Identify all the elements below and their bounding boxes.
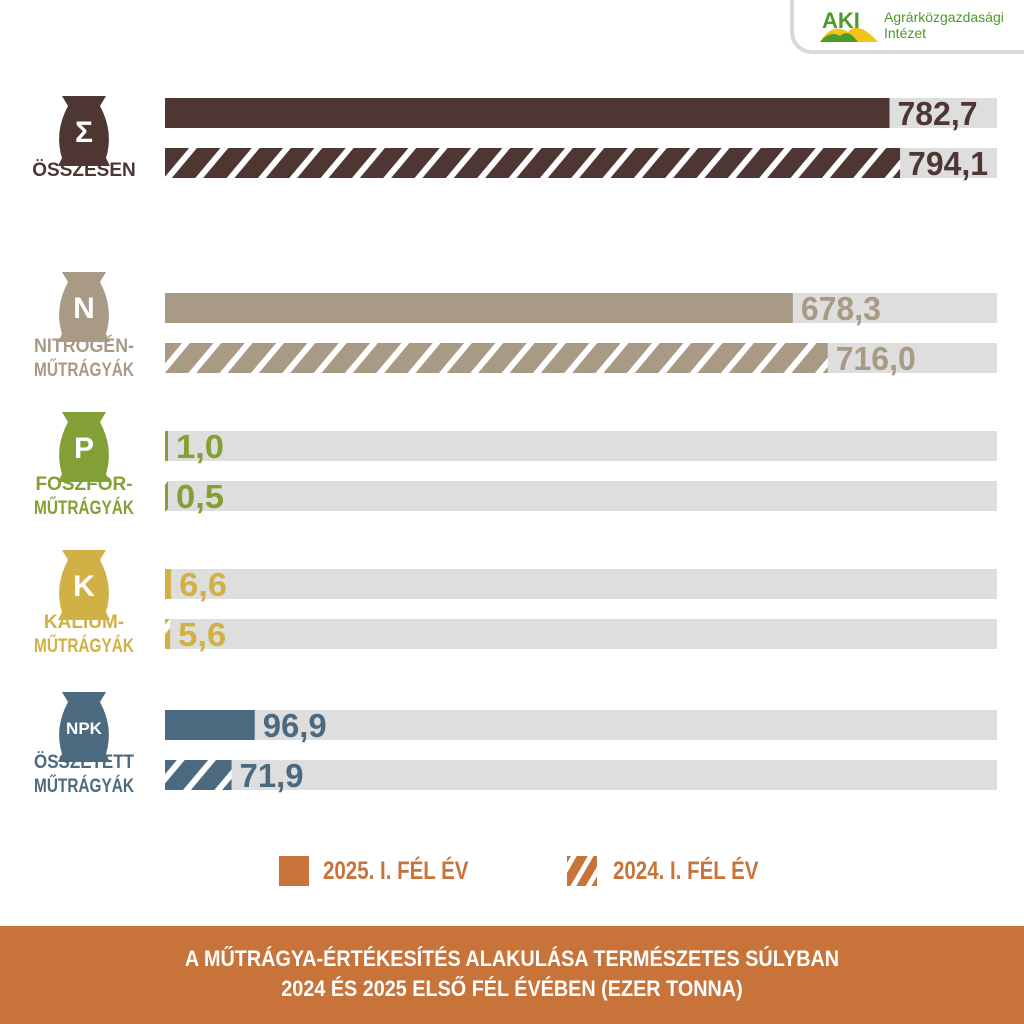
category-label-phosphorus: MŰTRÁGYÁK <box>34 497 134 519</box>
data-label-nitrogen-2025: 678,3 <box>801 290 881 327</box>
legend-label-2024: 2024. I. FÉL ÉV <box>613 857 759 885</box>
category-label-potassium: MŰTRÁGYÁK <box>34 635 134 657</box>
logo-mark-text: AKI <box>822 8 860 33</box>
logo-text: Agrárközgazdasági Intézet <box>884 9 1004 41</box>
data-label-nitrogen-2024: 716,0 <box>836 340 916 377</box>
bar-npk-2024 <box>165 760 232 790</box>
bar-phosphorus-2025 <box>165 431 168 461</box>
sack-letter-phosphorus: P <box>74 432 94 465</box>
data-label-phosphorus-2024: 0,5 <box>176 478 224 515</box>
bar-phosphorus-2024 <box>165 481 168 511</box>
chart-title-banner: A MŰTRÁGYA-ÉRTÉKESÍTÉS ALAKULÁSA TERMÉSZ… <box>0 926 1024 1024</box>
category-label-nitrogen: NITROGÉN- <box>34 335 134 357</box>
data-label-npk-2024: 71,9 <box>240 757 304 794</box>
sack-letter-potassium: K <box>73 570 95 603</box>
bar-track <box>165 569 997 599</box>
sack-letter-npk: NPK <box>66 719 103 738</box>
sack-letter-total: Σ <box>75 116 93 149</box>
legend-swatch-2024 <box>567 856 597 886</box>
sack-icon-npk <box>58 692 110 762</box>
fertilizer-sales-bar-chart: ΣÖSSZESEN782,7794,1NNITROGÉN-MŰTRÁGYÁK67… <box>32 95 997 797</box>
aki-logo-mark: AKI <box>820 8 878 42</box>
category-label-phosphorus: FOSZFOR- <box>35 474 132 495</box>
data-label-phosphorus-2025: 1,0 <box>176 428 224 465</box>
data-label-total-2024: 794,1 <box>908 145 988 182</box>
sack-icon-phosphorus <box>58 412 110 482</box>
chart-title-line-2: 2024 ÉS 2025 ELSŐ FÉL ÉVÉBEN (EZER TONNA… <box>281 976 743 1001</box>
logo-line-2: Intézet <box>884 25 927 41</box>
bar-npk-2025 <box>165 710 255 740</box>
sack-icon-total <box>58 96 110 166</box>
bar-track <box>165 710 997 740</box>
logo-frame <box>790 0 1024 54</box>
category-label-npk: MŰTRÁGYÁK <box>34 775 134 797</box>
sack-letter-nitrogen: N <box>73 292 95 325</box>
category-label-potassium: KÁLIUM- <box>44 611 124 633</box>
data-label-potassium-2024: 5,6 <box>178 616 226 653</box>
category-label-total: ÖSSZESEN <box>32 160 135 181</box>
data-label-potassium-2025: 6,6 <box>179 566 227 603</box>
legend-label-2025: 2025. I. FÉL ÉV <box>323 857 469 885</box>
bar-potassium-2024 <box>165 619 171 649</box>
bar-total-2025 <box>165 98 890 128</box>
bar-potassium-2025 <box>165 569 172 599</box>
category-label-nitrogen: MŰTRÁGYÁK <box>34 359 134 381</box>
bar-track <box>165 760 997 790</box>
category-label-npk: ÖSSZETETT <box>34 752 134 773</box>
bar-nitrogen-2025 <box>165 293 793 323</box>
logo-line-1: Agrárközgazdasági <box>884 9 1004 25</box>
data-label-npk-2025: 96,9 <box>263 707 327 744</box>
bar-nitrogen-2024 <box>165 343 828 373</box>
bar-track <box>165 481 997 511</box>
sack-icon-potassium <box>58 550 110 620</box>
chart-title-line-1: A MŰTRÁGYA-ÉRTÉKESÍTÉS ALAKULÁSA TERMÉSZ… <box>184 946 840 971</box>
bar-track <box>165 619 997 649</box>
legend-swatch-2025 <box>279 856 309 886</box>
sack-icon-nitrogen <box>58 272 110 342</box>
bar-total-2024 <box>165 148 901 178</box>
bar-track <box>165 431 997 461</box>
data-label-total-2025: 782,7 <box>897 95 977 132</box>
